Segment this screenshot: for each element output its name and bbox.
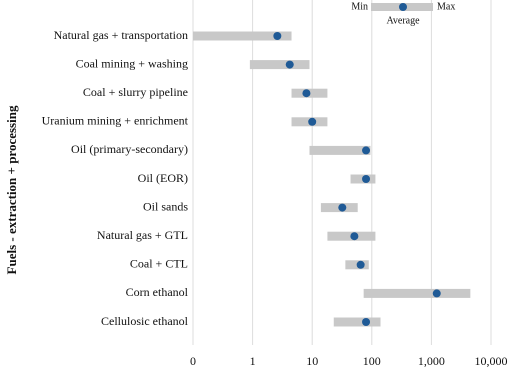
legend-label: Average — [386, 15, 420, 26]
x-tick-label: 1,000 — [418, 354, 445, 368]
category-label: Natural gas + GTL — [97, 228, 188, 242]
average-dot — [362, 318, 371, 326]
x-tick-label: 1 — [250, 354, 256, 368]
x-tick-label: 100 — [363, 354, 381, 368]
y-axis-label: Fuels - extraction + processing — [4, 105, 19, 274]
x-tick-label: 0 — [190, 354, 196, 368]
average-dot — [285, 60, 294, 69]
x-tick-label: 10 — [306, 354, 318, 368]
category-label: Uranium mining + enrichment — [42, 114, 189, 128]
average-dot — [302, 89, 311, 98]
category-label: Coal mining + washing — [76, 56, 188, 70]
average-dot — [350, 232, 359, 241]
average-dot — [308, 117, 317, 126]
range-bar — [309, 145, 371, 155]
legend-label: Min — [351, 1, 368, 12]
category-label: Coal + slurry pipeline — [83, 85, 188, 99]
range-bar — [333, 317, 381, 327]
range-bar — [249, 60, 310, 70]
category-label: Oil (primary-secondary) — [71, 142, 188, 156]
legend-label: Max — [437, 1, 455, 12]
range-bar — [193, 31, 292, 41]
range-bar — [363, 288, 471, 298]
legend-dot — [399, 3, 407, 11]
category-label: Coal + CTL — [130, 257, 188, 271]
category-label: Oil (EOR) — [138, 171, 188, 185]
average-dot — [338, 203, 347, 212]
category-label: Natural gas + transportation — [54, 28, 188, 42]
average-dot — [356, 260, 365, 269]
category-label: Oil sands — [143, 199, 188, 213]
average-dot — [362, 146, 371, 155]
average-dot — [432, 289, 441, 298]
average-dot — [362, 175, 371, 183]
category-label: Cellulosic ethanol — [101, 314, 189, 328]
category-label: Corn ethanol — [126, 285, 189, 299]
average-dot — [273, 32, 282, 40]
x-tick-label: 10,000 — [475, 354, 508, 368]
